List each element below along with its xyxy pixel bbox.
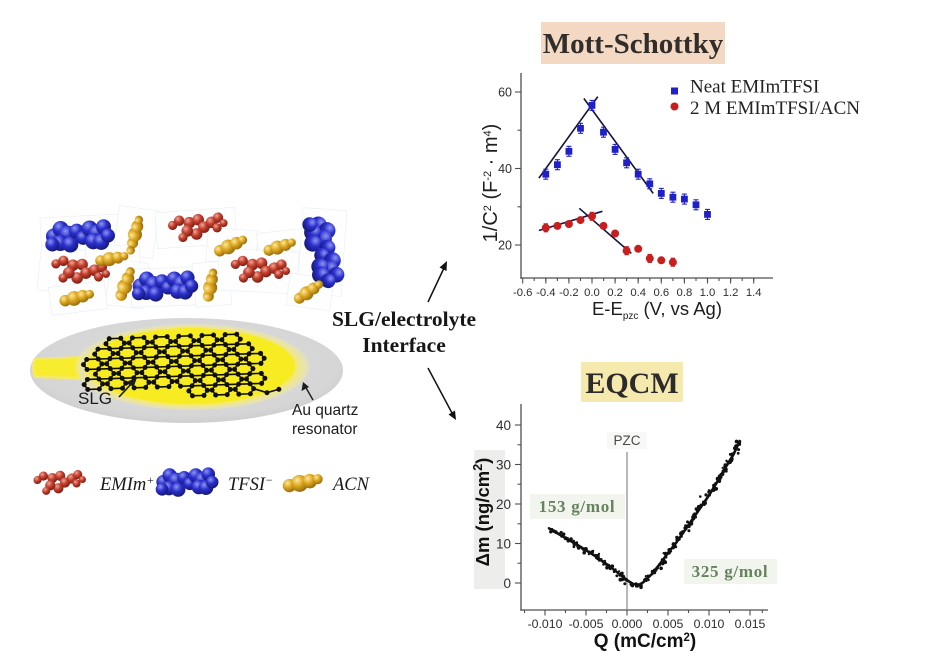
svg-text:60: 60: [498, 86, 512, 100]
svg-text:ACN: ACN: [331, 475, 371, 495]
svg-text:-0.4: -0.4: [536, 287, 555, 299]
svg-text:1.0: 1.0: [700, 287, 716, 299]
svg-text:30: 30: [496, 457, 511, 472]
svg-text:20: 20: [496, 497, 511, 512]
svg-text:SLG: SLG: [78, 389, 112, 408]
svg-text:153 g/mol: 153 g/mol: [539, 497, 616, 516]
svg-text:E-Epzc (V, vs Ag): E-Epzc (V, vs Ag): [592, 298, 722, 322]
svg-text:Q (mC/cm2): Q (mC/cm2): [594, 631, 696, 652]
svg-text:0.0: 0.0: [584, 287, 600, 299]
svg-text:40: 40: [498, 162, 512, 176]
svg-text:1.2: 1.2: [723, 287, 739, 299]
svg-text:0.005: 0.005: [653, 617, 684, 631]
svg-text:Mott-Schottky: Mott-Schottky: [543, 28, 724, 60]
svg-text:TFSI−: TFSI−: [228, 473, 273, 495]
svg-text:-0.6: -0.6: [513, 287, 532, 299]
svg-text:0.6: 0.6: [653, 287, 669, 299]
svg-text:-0.010: -0.010: [528, 617, 563, 631]
svg-text:EMIm+: EMIm+: [99, 473, 154, 495]
svg-text:325 g/mol: 325 g/mol: [692, 562, 769, 581]
svg-text:EQCM: EQCM: [585, 367, 678, 400]
svg-text:-0.005: -0.005: [569, 617, 604, 631]
svg-text:Au quartz: Au quartz: [292, 402, 358, 419]
svg-text:0.2: 0.2: [607, 287, 623, 299]
svg-text:0.000: 0.000: [612, 617, 643, 631]
svg-text:0.4: 0.4: [630, 287, 646, 299]
svg-text:Neat EMImTFSI: Neat EMImTFSI: [690, 77, 819, 98]
svg-text:1.4: 1.4: [746, 287, 762, 299]
svg-text:-0.2: -0.2: [559, 287, 578, 299]
svg-text:resonator: resonator: [292, 421, 357, 438]
svg-text:Interface: Interface: [362, 333, 446, 357]
svg-text:10: 10: [496, 536, 511, 551]
svg-text:1/C2 (F-2 · m4): 1/C2 (F-2 · m4): [480, 124, 502, 243]
svg-text:2 M EMImTFSI/ACN: 2 M EMImTFSI/ACN: [690, 98, 860, 119]
svg-text:0: 0: [503, 576, 511, 591]
svg-text:0.015: 0.015: [735, 617, 766, 631]
svg-text:0.8: 0.8: [677, 287, 693, 299]
svg-text:20: 20: [498, 239, 512, 253]
svg-text:SLG/electrolyte: SLG/electrolyte: [332, 307, 476, 331]
svg-text:Δm (ng/cm2): Δm (ng/cm2): [471, 458, 493, 567]
svg-text:PZC: PZC: [614, 433, 641, 448]
svg-text:40: 40: [496, 418, 511, 433]
svg-text:0.010: 0.010: [694, 617, 725, 631]
